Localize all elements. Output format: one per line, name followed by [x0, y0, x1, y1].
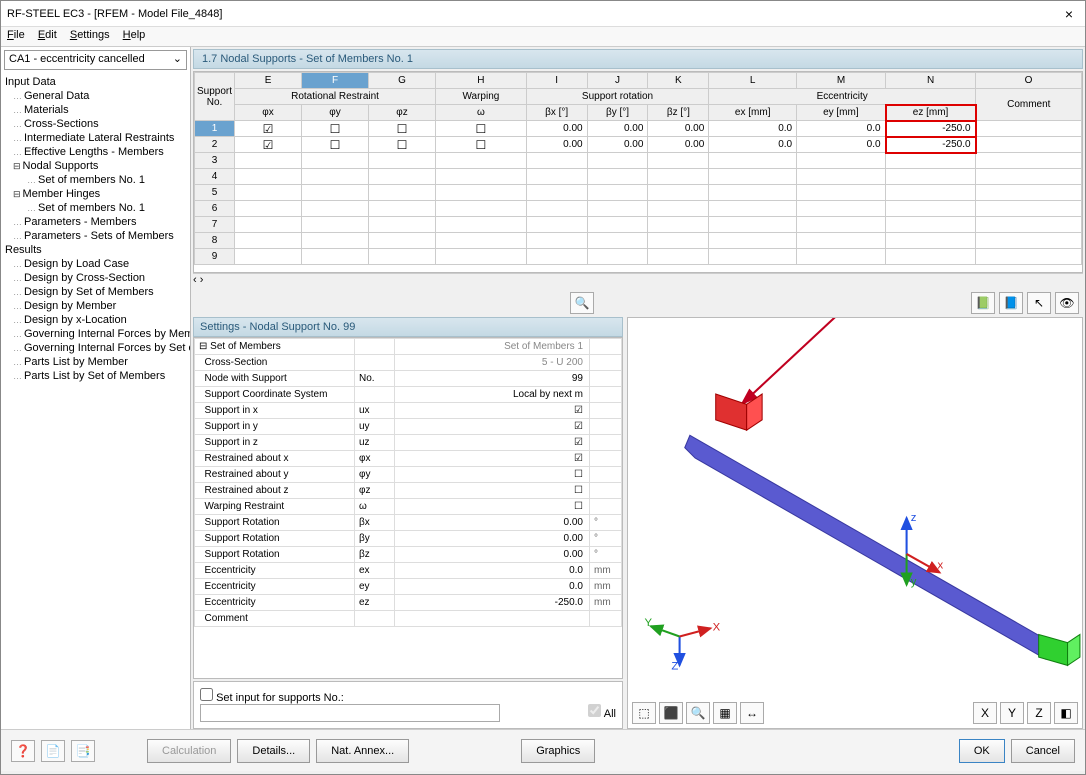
case-combo[interactable]: CA1 - eccentricity cancelled	[4, 50, 187, 70]
view-y-icon[interactable]: Y	[1000, 702, 1024, 724]
tree-item[interactable]: Materials	[1, 103, 190, 117]
menu-bar: File Edit Settings Help	[1, 27, 1085, 47]
view-iso-icon[interactable]: ◧	[1054, 702, 1078, 724]
set-input-box: Set input for supports No.: All	[193, 681, 623, 729]
vbtn-3[interactable]: 🔍	[686, 702, 710, 724]
all-checkbox[interactable]: All	[588, 704, 616, 720]
view-z-icon[interactable]: Z	[1027, 702, 1051, 724]
ok-button[interactable]: OK	[959, 739, 1005, 763]
settings-title: Settings - Nodal Support No. 99	[193, 317, 623, 337]
tree-results[interactable]: Results	[1, 243, 190, 257]
model-viewer[interactable]: z y x Z Y X	[627, 317, 1083, 729]
settings-panel: Settings - Nodal Support No. 99 ⊟ Set of…	[193, 317, 623, 729]
tree-item[interactable]: Effective Lengths - Members	[1, 145, 190, 159]
svg-text:X: X	[713, 621, 721, 633]
set-input-checkbox[interactable]: Set input for supports No.:	[200, 692, 344, 704]
graphics-button[interactable]: Graphics	[521, 739, 595, 763]
nav-tree: Input Data General DataMaterialsCross-Se…	[1, 73, 190, 729]
menu-settings[interactable]: Settings	[70, 29, 110, 41]
view-x-icon[interactable]: X	[973, 702, 997, 724]
tree-nodal-child[interactable]: Set of members No. 1	[1, 173, 190, 187]
foot-b2-icon[interactable]: 📑	[71, 740, 95, 762]
title-bar: RF-STEEL EC3 - [RFEM - Model File_4848] …	[1, 1, 1085, 27]
cancel-button[interactable]: Cancel	[1011, 739, 1075, 763]
footer-bar: ❓ 📄 📑 Calculation Details... Nat. Annex.…	[1, 729, 1085, 771]
tree-item[interactable]: Parameters - Members	[1, 215, 190, 229]
h-scrollbar[interactable]: ‹ ›	[193, 273, 1083, 289]
tree-item[interactable]: General Data	[1, 89, 190, 103]
viewer-tools-right: X Y Z ◧	[973, 702, 1078, 724]
tree-nodal-supports[interactable]: Nodal Supports	[1, 159, 190, 173]
annex-button[interactable]: Nat. Annex...	[316, 739, 409, 763]
tree-item[interactable]: Design by Load Case	[1, 257, 190, 271]
tree-item[interactable]: Design by Member	[1, 299, 190, 313]
svg-text:Z: Z	[671, 661, 678, 673]
tree-input-data[interactable]: Input Data	[1, 75, 190, 89]
vbtn-1[interactable]: ⬚	[632, 702, 656, 724]
svg-text:z: z	[911, 512, 917, 524]
pane-title: 1.7 Nodal Supports - Set of Members No. …	[193, 49, 1083, 69]
tree-item[interactable]: Governing Internal Forces by Member	[1, 327, 190, 341]
magnify-icon[interactable]: 🔍	[570, 292, 594, 314]
tree-item[interactable]: Cross-Sections	[1, 117, 190, 131]
navigator-pane: CA1 - eccentricity cancelled Input Data …	[1, 47, 191, 729]
main-grid[interactable]: SupportNo.EFGHIJKLMNORotational Restrain…	[193, 71, 1083, 273]
set-input-field[interactable]	[200, 704, 500, 722]
close-icon[interactable]: ×	[1059, 6, 1079, 22]
tree-item[interactable]: Parts List by Set of Members	[1, 369, 190, 383]
tree-item[interactable]: Design by Cross-Section	[1, 271, 190, 285]
menu-help[interactable]: Help	[123, 29, 146, 41]
vbtn-5[interactable]: ↔	[740, 702, 764, 724]
tree-item[interactable]: Governing Internal Forces by Set of Memb…	[1, 341, 190, 355]
excel-import-icon[interactable]: 📘	[999, 292, 1023, 314]
tree-item[interactable]: Design by x-Location	[1, 313, 190, 327]
svg-text:Y: Y	[645, 617, 653, 629]
menu-edit[interactable]: Edit	[38, 29, 57, 41]
tree-item[interactable]: Design by Set of Members	[1, 285, 190, 299]
calculation-button[interactable]: Calculation	[147, 739, 231, 763]
svg-text:y: y	[911, 576, 917, 588]
vbtn-2[interactable]: ⬛	[659, 702, 683, 724]
svg-text:x: x	[938, 559, 944, 571]
view-icon[interactable]: 👁	[1055, 292, 1079, 314]
grid-toolbar: 🔍 📗 📘 ↖ 👁	[191, 289, 1085, 317]
pick-icon[interactable]: ↖	[1027, 292, 1051, 314]
window-title: RF-STEEL EC3 - [RFEM - Model File_4848]	[7, 8, 1059, 20]
tree-item[interactable]: Parts List by Member	[1, 355, 190, 369]
tree-item[interactable]: Intermediate Lateral Restraints	[1, 131, 190, 145]
vbtn-4[interactable]: ▦	[713, 702, 737, 724]
details-button[interactable]: Details...	[237, 739, 310, 763]
tree-hinges-child[interactable]: Set of members No. 1	[1, 201, 190, 215]
menu-file[interactable]: File	[7, 29, 25, 41]
tree-member-hinges[interactable]: Member Hinges	[1, 187, 190, 201]
help-icon[interactable]: ❓	[11, 740, 35, 762]
tree-item[interactable]: Parameters - Sets of Members	[1, 229, 190, 243]
excel-export-icon[interactable]: 📗	[971, 292, 995, 314]
viewer-tools-left: ⬚ ⬛ 🔍 ▦ ↔	[632, 702, 764, 724]
foot-b1-icon[interactable]: 📄	[41, 740, 65, 762]
